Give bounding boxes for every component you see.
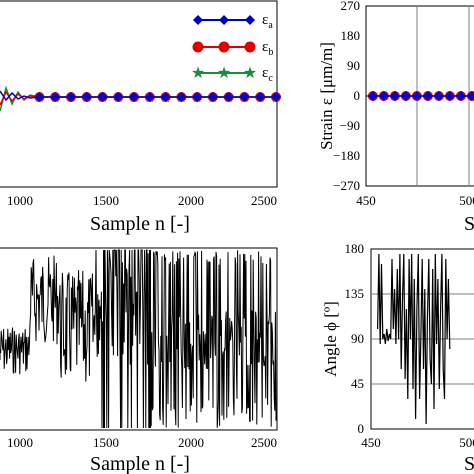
tl-xtick: 1000 <box>7 193 33 208</box>
panel-bottom-left: 1000 1500 2000 2500 Sample n [-] <box>0 247 278 474</box>
panel-bottom-right: 180 135 90 45 0 450 500 Angle ϕ [º] S <box>321 241 474 474</box>
bl-xtick: 1000 <box>7 435 33 450</box>
tr-marker-a <box>411 91 422 101</box>
tl-marker-a <box>97 92 108 102</box>
bl-xlabel: Sample n [-] <box>90 453 190 474</box>
tr-marker-a <box>367 91 378 101</box>
bl-xtick: 2500 <box>251 435 277 450</box>
tr-marker-a <box>444 91 455 101</box>
br-ytick: 45 <box>351 376 364 391</box>
tr-marker-a <box>378 91 389 101</box>
tl-xtick: 1500 <box>93 193 119 208</box>
br-xtick: 500 <box>459 435 474 450</box>
br-ytick: 180 <box>345 241 365 256</box>
br-xtick: 450 <box>361 435 381 450</box>
tr-marker-a <box>389 91 400 101</box>
tr-marker-a <box>422 91 433 101</box>
legend-marker-c: ★ <box>191 63 205 82</box>
legend-label-a: εa <box>262 12 273 31</box>
tl-marker-a <box>271 92 281 102</box>
bl-xtick: 2000 <box>178 435 204 450</box>
tl-marker-a <box>192 92 203 102</box>
br-series-group <box>377 253 451 425</box>
tr-marker-a <box>400 91 411 101</box>
tl-marker-a <box>255 92 266 102</box>
tr-ytick: 180 <box>341 28 361 43</box>
tr-xtick: 450 <box>356 193 376 208</box>
tr-ytick: 90 <box>347 58 360 73</box>
tr-ytick: 0 <box>354 88 361 103</box>
tr-marker-a <box>466 91 474 101</box>
tr-marker-a <box>455 91 466 101</box>
tr-series-group <box>367 91 474 101</box>
tl-xtick: 2000 <box>178 193 204 208</box>
tr-xtick: 500 <box>459 193 474 208</box>
tl-series-line-a <box>0 90 276 102</box>
tl-marker-a <box>176 92 187 102</box>
tl-legend: εa εb ★ ★ ★ εc <box>191 12 273 84</box>
tr-marker-a <box>433 91 444 101</box>
tl-marker-a <box>129 92 140 102</box>
panel-top-left: ★★★★★★★★★★★★★★★★ εa εb ★ ★ ★ εc 1000 150… <box>0 0 282 235</box>
tl-xlabel: Sample n [-] <box>90 213 190 235</box>
br-ytick: 90 <box>351 331 364 346</box>
legend-label-b: εb <box>262 39 273 58</box>
tl-marker-a <box>207 92 218 102</box>
br-ytick: 0 <box>358 421 365 436</box>
legend-marker-b <box>218 41 230 53</box>
br-angle-line <box>377 253 451 425</box>
tl-marker-a <box>113 92 124 102</box>
panel-top-right: 270 180 90 0 −90 −180 −270 450 500 Strai… <box>317 0 474 235</box>
tr-ytick: −90 <box>340 118 360 133</box>
bl-series-group <box>0 249 277 429</box>
tl-series-group: ★★★★★★★★★★★★★★★★ <box>0 85 282 112</box>
tr-ytick: −180 <box>333 148 360 163</box>
tl-marker-a <box>65 92 76 102</box>
tl-xtick: 2500 <box>251 193 277 208</box>
tl-marker-a <box>223 92 234 102</box>
legend-label-c: εc <box>262 65 273 84</box>
bl-xtick: 1500 <box>93 435 119 450</box>
bl-angle-trace <box>0 249 277 429</box>
legend-marker-a <box>219 15 229 25</box>
tl-marker-a <box>34 92 45 102</box>
legend-marker-b <box>192 41 204 53</box>
legend-marker-a <box>245 15 255 25</box>
tr-ylabel: Strain ε [μm/m] <box>317 42 336 150</box>
tl-marker-a <box>81 92 92 102</box>
bl-plot-frame <box>0 247 278 431</box>
tl-marker-a <box>160 92 171 102</box>
br-xlabel: S <box>464 453 474 474</box>
tr-ytick: −270 <box>333 178 360 193</box>
br-ytick: 135 <box>345 286 365 301</box>
legend-marker-b <box>244 41 256 53</box>
legend-marker-c: ★ <box>243 63 257 82</box>
legend-marker-c: ★ <box>217 63 231 82</box>
tl-marker-a <box>144 92 155 102</box>
legend-marker-a <box>193 15 203 25</box>
br-ylabel: Angle ϕ [º] <box>321 301 340 377</box>
tr-ytick: 270 <box>341 0 361 13</box>
tl-marker-a <box>50 92 61 102</box>
tr-xlabel: S <box>464 213 474 235</box>
tl-marker-a <box>239 92 250 102</box>
